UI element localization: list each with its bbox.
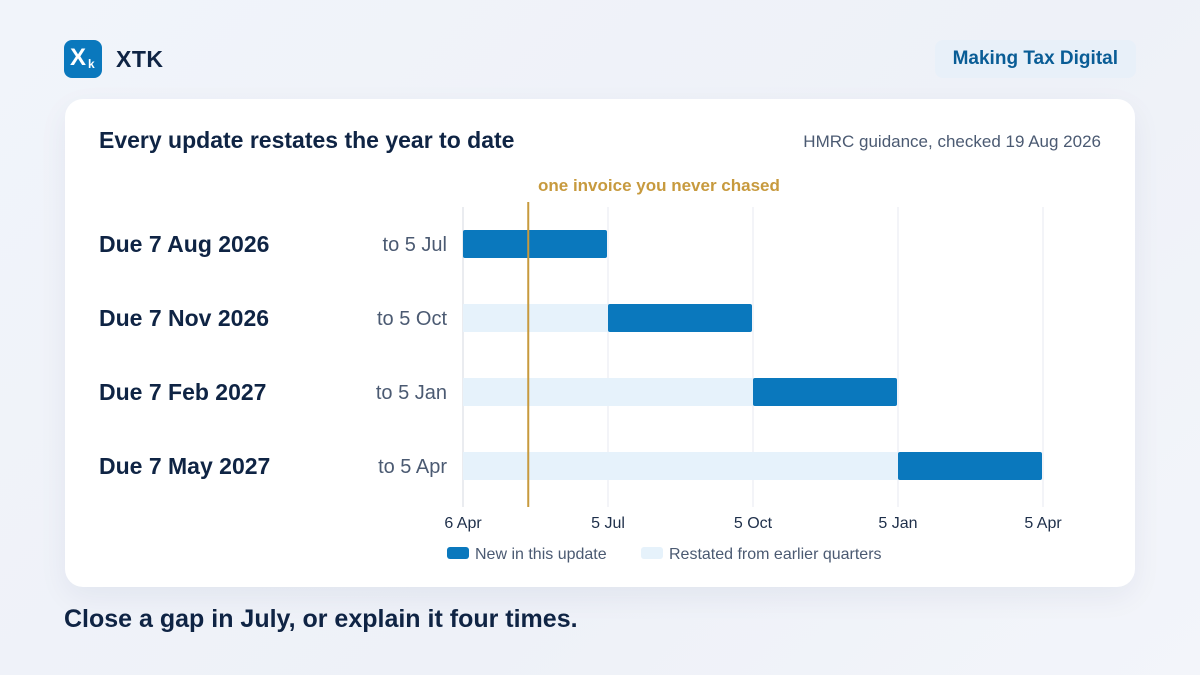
restated-bar	[463, 452, 898, 480]
topic-badge: Making Tax Digital	[934, 40, 1136, 78]
restated-bar	[463, 304, 608, 332]
x-tick-label: 5 Oct	[734, 515, 773, 532]
new-bar	[898, 452, 1042, 480]
timeline-chart: 6 Apr 5 Jul 5 Oct 5 Jan 5 Apr Due 7 Aug 2026 t…	[99, 176, 1062, 563]
new-bar	[753, 378, 897, 406]
restated-bar	[463, 378, 753, 406]
legend-swatch-restated	[641, 547, 663, 559]
x-tick-label: 6 Apr	[444, 515, 482, 532]
row-due-label: Due 7 Feb 2027	[99, 379, 266, 405]
new-bar	[463, 230, 607, 258]
row-period-label: to 5 Oct	[377, 308, 447, 330]
tagline: Close a gap in July, or explain it four …	[64, 605, 578, 633]
new-bar	[608, 304, 752, 332]
brand-name: XTK	[116, 45, 164, 72]
chart-title: Every update restates the year to date	[99, 127, 515, 153]
row-period-label: to 5 Apr	[378, 456, 447, 478]
legend-swatch-new	[447, 547, 469, 559]
row-due-label: Due 7 Aug 2026	[99, 231, 269, 257]
row-period-label: to 5 Jul	[383, 234, 447, 256]
row-due-label: Due 7 May 2027	[99, 453, 270, 479]
legend-label-restated: Restated from earlier quarters	[669, 546, 882, 563]
x-tick-label: 5 Apr	[1024, 515, 1062, 532]
annotation-label: one invoice you never chased	[538, 176, 780, 195]
chart-source: HMRC guidance, checked 19 Aug 2026	[803, 132, 1101, 151]
brand-logo: X k XTK	[64, 40, 164, 78]
legend-label-new: New in this update	[475, 546, 607, 563]
xtk-logo-icon: X k	[64, 40, 102, 78]
row-period-label: to 5 Jan	[376, 382, 447, 404]
x-tick-label: 5 Jul	[591, 515, 625, 532]
row-due-label: Due 7 Nov 2026	[99, 305, 269, 331]
chart-card: Every update restates the year to date H…	[65, 99, 1135, 587]
x-tick-label: 5 Jan	[878, 515, 917, 532]
logo-sub-glyph: k	[88, 57, 95, 71]
logo-glyph: X	[70, 44, 87, 71]
